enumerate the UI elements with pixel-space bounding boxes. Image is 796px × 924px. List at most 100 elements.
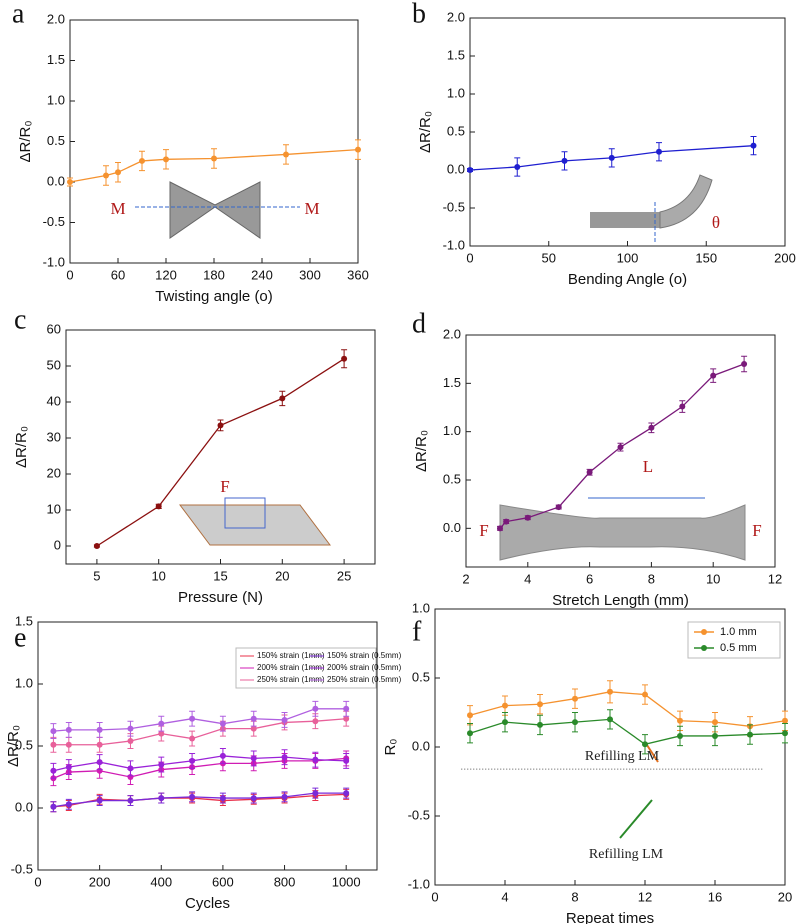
y-tick-label: 0.5	[47, 133, 65, 148]
x-tick-label: 20	[778, 889, 792, 904]
data-point	[496, 525, 503, 532]
y-tick-label: 1.0	[47, 92, 65, 107]
y-axis-label: ΔR/R₀	[417, 111, 434, 153]
data-point	[67, 179, 73, 185]
x-tick-label: 12	[768, 571, 782, 586]
data-point	[115, 169, 121, 176]
data-point	[65, 764, 72, 771]
data-point	[217, 422, 224, 429]
data-point	[155, 503, 162, 510]
data-point	[50, 803, 57, 810]
data-point	[312, 790, 319, 797]
inset-plate	[179, 504, 331, 546]
y-tick-label: 2.0	[447, 9, 465, 24]
data-point	[677, 732, 683, 739]
y-tick-label: -1.0	[408, 876, 430, 891]
x-axis-label: Pressure (N)	[178, 589, 263, 606]
x-axis-label: Repeat times	[566, 910, 654, 924]
data-point	[712, 732, 718, 739]
y-tick-label: 2.0	[47, 11, 65, 26]
data-point	[312, 705, 319, 712]
data-point	[127, 738, 134, 745]
data-point	[219, 752, 226, 759]
series-line	[469, 718, 786, 745]
data-point	[712, 719, 718, 726]
y-tick-label: 0.0	[412, 738, 430, 753]
data-point	[65, 726, 72, 733]
y-tick-label: 30	[47, 429, 61, 444]
data-point	[467, 730, 473, 737]
y-tick-label: 0.0	[447, 161, 465, 176]
annotation: F	[752, 521, 761, 540]
data-point	[250, 755, 257, 762]
data-point	[279, 395, 286, 402]
data-point	[139, 157, 145, 164]
y-tick-label: 0.0	[47, 173, 65, 188]
y-tick-label: 2.0	[443, 326, 461, 341]
x-tick-label: 0	[431, 889, 438, 904]
data-point	[617, 444, 624, 451]
x-tick-label: 400	[150, 874, 172, 889]
x-tick-label: 150	[695, 250, 717, 265]
data-point	[127, 797, 134, 804]
panel: b -1.0 -0.5 0.0 0.5 1.0 1.5 2.0 0 50 100 150 200 Bend…	[412, 0, 796, 288]
data-point	[96, 726, 103, 733]
legend-box	[687, 621, 781, 659]
y-tick-label: 0.0	[15, 799, 33, 814]
annotation: M	[110, 199, 125, 218]
x-tick-label: 0	[466, 250, 473, 265]
annotation: θ	[712, 213, 720, 232]
x-axis-label: Twisting angle (o)	[155, 288, 273, 305]
x-tick-label: 12	[638, 889, 652, 904]
data-point	[677, 717, 683, 724]
data-point	[50, 767, 57, 774]
data-point	[163, 156, 169, 163]
series-line	[499, 363, 745, 529]
inset-strip	[499, 504, 746, 561]
data-point	[250, 725, 257, 732]
data-point	[467, 712, 473, 719]
data-point	[189, 735, 196, 742]
data-point	[607, 688, 613, 695]
annotation: M	[304, 199, 319, 218]
data-point	[281, 793, 288, 800]
x-tick-label: 4	[501, 889, 508, 904]
x-tick-label: 240	[251, 267, 273, 282]
data-point	[189, 715, 196, 722]
plot-frame	[69, 19, 359, 264]
data-point	[467, 167, 473, 173]
x-tick-label: 10	[706, 571, 720, 586]
x-tick-label: 0	[66, 267, 73, 282]
legend-label: 250% strain (1mm)	[257, 675, 325, 684]
data-point	[283, 151, 289, 158]
y-tick-label: 40	[47, 393, 61, 408]
x-axis-label: Cycles	[185, 895, 230, 912]
data-point	[281, 716, 288, 723]
data-point	[343, 715, 350, 722]
x-tick-label: 120	[155, 267, 177, 282]
annotation: F	[220, 477, 229, 496]
y-axis-label: ΔR/R₀	[17, 120, 34, 162]
x-tick-label: 16	[708, 889, 722, 904]
data-point	[355, 146, 361, 153]
data-point	[537, 701, 543, 708]
x-tick-label: 15	[213, 568, 227, 583]
data-point	[572, 695, 578, 702]
y-tick-label: 0.5	[447, 123, 465, 138]
y-axis-label: R₀	[382, 738, 399, 755]
data-point	[96, 759, 103, 766]
x-tick-label: 60	[111, 267, 125, 282]
data-point	[189, 757, 196, 764]
x-axis-label: Stretch Length (mm)	[552, 592, 689, 609]
data-point	[502, 719, 508, 726]
data-point	[50, 728, 57, 735]
data-point	[312, 718, 319, 725]
y-tick-label: 1.5	[443, 375, 461, 390]
data-point	[189, 793, 196, 800]
data-point	[343, 757, 350, 764]
series-line	[469, 691, 786, 727]
x-tick-label: 1000	[332, 874, 361, 889]
y-tick-label: -0.5	[408, 807, 430, 822]
data-point	[782, 730, 788, 737]
